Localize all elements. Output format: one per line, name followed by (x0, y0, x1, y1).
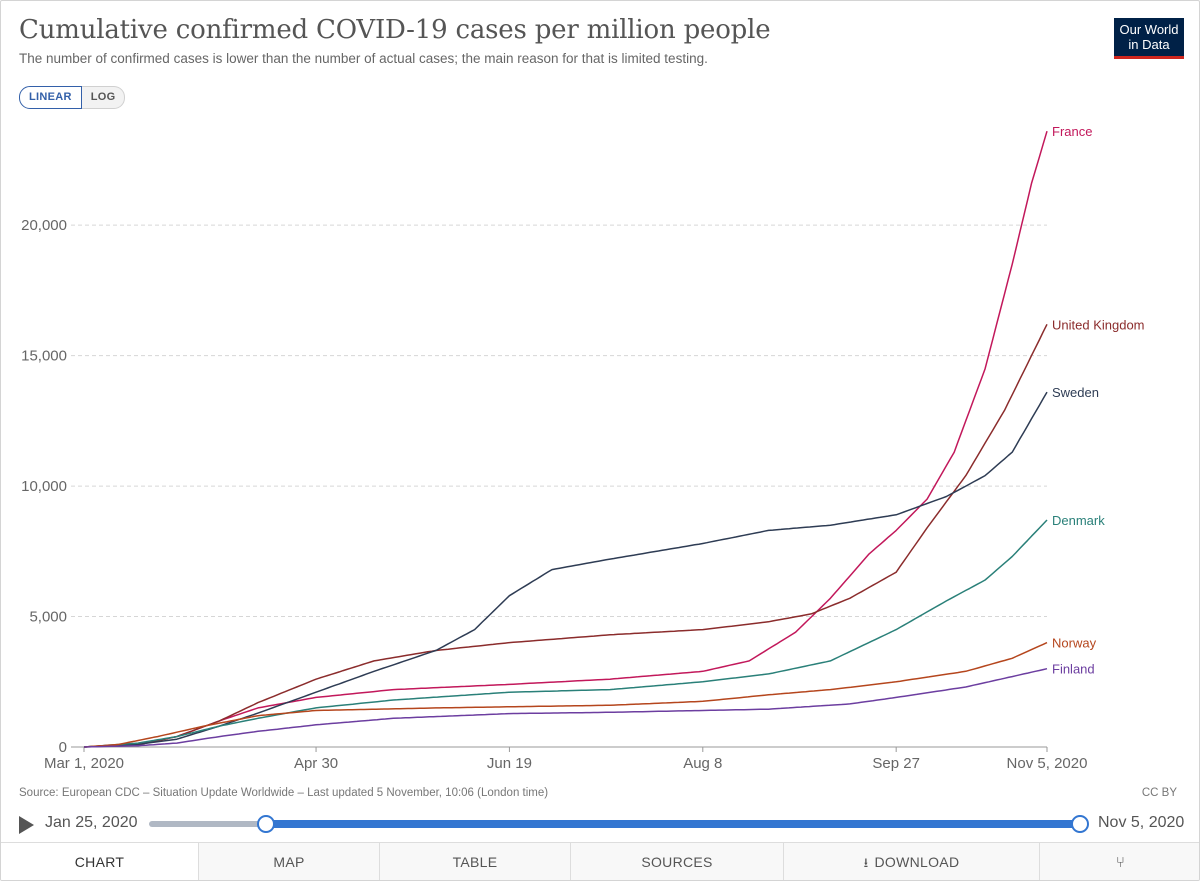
series-label-finland: Finland (1052, 662, 1095, 677)
logo-line-1: Our World (1119, 22, 1179, 37)
tab-download[interactable]: ⭳ DOWNLOAD (783, 843, 1039, 880)
logo-line-2: in Data (1128, 37, 1170, 52)
series-label-sweden: Sweden (1052, 385, 1099, 400)
x-tick-label: Mar 1, 2020 (44, 755, 124, 772)
timeline-selected-range[interactable] (266, 820, 1080, 828)
y-tick-label: 0 (59, 739, 67, 756)
tab-table[interactable]: TABLE (379, 843, 570, 880)
x-tick-label: Aug 8 (683, 755, 722, 772)
share-icon: ⑂ (1115, 854, 1126, 871)
timeline-track[interactable] (149, 821, 267, 827)
y-tick-label: 20,000 (21, 217, 67, 234)
chart-subtitle: The number of confirmed cases is lower t… (19, 51, 708, 66)
timeline-start-label: Jan 25, 2020 (45, 814, 138, 831)
timeline-end-label: Nov 5, 2020 (1098, 814, 1185, 831)
source-note[interactable]: Source: European CDC – Situation Update … (19, 787, 549, 799)
tab-share[interactable]: ⑂ (1039, 843, 1199, 880)
series-label-france: France (1052, 124, 1092, 139)
y-tick-label: 10,000 (21, 478, 67, 495)
x-tick-label: Jun 19 (487, 755, 532, 772)
series-label-denmark: Denmark (1052, 513, 1105, 528)
timeline-start-handle[interactable] (257, 815, 275, 833)
tab-sources[interactable]: SOURCES (570, 843, 783, 880)
x-tick-label: Apr 30 (294, 755, 338, 772)
x-tick-label: Nov 5, 2020 (1007, 755, 1088, 772)
y-tick-label: 15,000 (21, 348, 67, 365)
series-line-united-kingdom (83, 323, 1048, 748)
x-tick-label: Sep 27 (872, 755, 920, 772)
series-label-united-kingdom: United Kingdom (1052, 317, 1145, 332)
tab-map[interactable]: MAP (198, 843, 379, 880)
series-line-finland (83, 667, 1048, 748)
owid-logo[interactable]: Our World in Data (1114, 18, 1184, 59)
line-chart: 0 5,000 10,000 15,000 20,000 Mar 1, 2020 Apr 3… (21, 124, 1145, 772)
series-line-france (83, 130, 1048, 748)
license-link[interactable]: CC BY (1141, 787, 1177, 799)
series-line-denmark (83, 519, 1048, 748)
download-icon: ⭳ (863, 855, 869, 870)
download-label: DOWNLOAD (874, 854, 960, 870)
series-label-norway: Norway (1052, 636, 1097, 651)
tab-chart[interactable]: CHART (1, 843, 198, 880)
series-line-norway (83, 641, 1048, 748)
y-tick-label: 5,000 (29, 609, 67, 626)
log-scale-button[interactable]: LOG (81, 86, 126, 109)
scale-toggle: LINEAR LOG (19, 86, 126, 109)
linear-scale-button[interactable]: LINEAR (19, 86, 82, 109)
series-line-sweden (83, 391, 1048, 748)
play-icon[interactable] (19, 816, 34, 834)
chart-title: Cumulative confirmed COVID-19 cases per … (19, 15, 771, 45)
timeline: Jan 25, 2020 Nov 5, 2020 (1, 809, 1199, 841)
timeline-end-handle[interactable] (1071, 815, 1089, 833)
tab-bar: CHART MAP TABLE SOURCES ⭳ DOWNLOAD ⑂ (1, 842, 1199, 880)
